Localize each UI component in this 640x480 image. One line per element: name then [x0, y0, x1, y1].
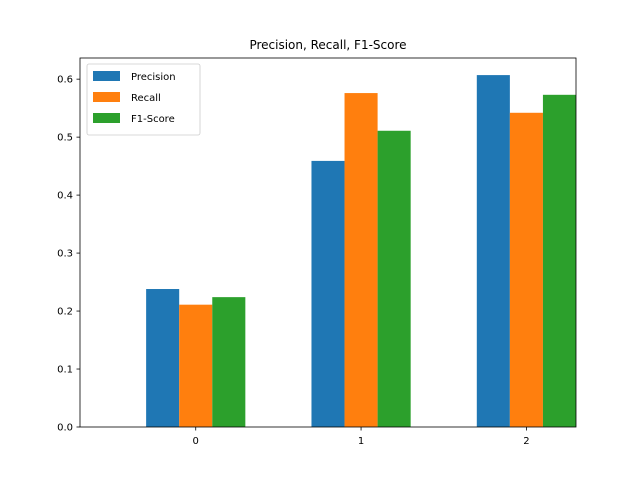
- x-axis: 0 1 2: [193, 427, 530, 447]
- x-tick-label-1: 1: [358, 436, 364, 447]
- bar-precision-1: [311, 160, 345, 427]
- legend-swatch-precision: [93, 71, 120, 81]
- legend-swatch-f1-score: [93, 113, 120, 123]
- bar-precision-2: [476, 75, 510, 427]
- legend-label-recall: Recall: [131, 93, 161, 104]
- y-tick-label-5: 0.5: [57, 133, 73, 144]
- y-tick-label-0: 0.0: [57, 423, 73, 434]
- bar-recall-1: [344, 93, 378, 427]
- bar-f1-score-2: [542, 94, 576, 427]
- y-axis: 0.0 0.1 0.2 0.3 0.4 0.5 0.6: [57, 75, 80, 434]
- legend-label-precision: Precision: [131, 72, 176, 83]
- legend: Precision Recall F1-Score: [86, 63, 201, 136]
- bar-precision-0: [146, 289, 180, 427]
- bar-f1-score-1: [377, 130, 411, 427]
- y-tick-label-2: 0.2: [57, 307, 73, 318]
- bars-group: [146, 75, 576, 427]
- x-tick-label-0: 0: [193, 436, 199, 447]
- y-tick-label-3: 0.3: [57, 249, 73, 260]
- y-tick-label-6: 0.6: [57, 75, 73, 86]
- y-tick-label-4: 0.4: [57, 191, 73, 202]
- bar-recall-2: [509, 112, 543, 427]
- plot-frame: [79, 57, 577, 428]
- chart-title: Precision, Recall, F1-Score: [249, 38, 406, 52]
- legend-label-f1-score: F1-Score: [131, 114, 175, 125]
- legend-swatch-recall: [93, 92, 120, 102]
- x-tick-label-2: 2: [523, 436, 529, 447]
- y-tick-label-1: 0.1: [57, 365, 73, 376]
- bar-recall-0: [179, 304, 213, 427]
- bar-f1-score-0: [212, 297, 246, 427]
